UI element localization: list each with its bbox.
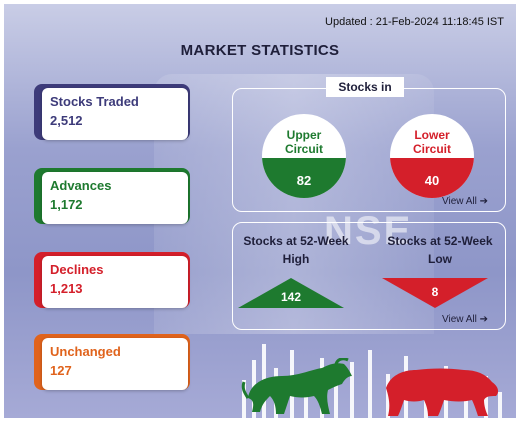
week52-box: [232, 222, 506, 330]
declines-value: 1,213: [50, 281, 83, 296]
upper-circuit-title-2: Circuit: [284, 142, 323, 156]
upper-circuit-title-1: Upper: [286, 128, 322, 142]
week52-high-value: 142: [280, 290, 302, 304]
advances-label: Advances: [50, 178, 112, 193]
lower-circuit-title-2: Circuit: [412, 142, 451, 156]
declines-label: Declines: [50, 262, 104, 277]
declines-card[interactable]: Declines 1,213: [34, 252, 194, 308]
week52-high-label: Stocks at 52-Week High: [243, 234, 349, 266]
unchanged-card[interactable]: Unchanged 127: [34, 334, 194, 390]
updated-timestamp: Updated : 21-Feb-2024 11:18:45 IST: [325, 16, 504, 28]
stocks-in-heading: Stocks in: [326, 77, 404, 97]
lower-circuit-title-1: Lower: [414, 128, 450, 142]
background-logo-text: NSE: [324, 209, 413, 253]
advances-value: 1,172: [50, 197, 83, 212]
unchanged-value: 127: [50, 363, 72, 378]
stocks-traded-label: Stocks Traded: [50, 94, 139, 109]
stocks-traded-card[interactable]: Stocks Traded 2,512: [34, 84, 194, 140]
page-title: MARKET STATISTICS: [180, 42, 340, 59]
week52-low-label: Stocks at 52-Week Low: [387, 234, 493, 266]
lower-circuit-circle[interactable]: Lower Circuit 40: [390, 114, 474, 198]
week52-high-triangle[interactable]: [236, 276, 346, 310]
upper-circuit-circle[interactable]: Upper Circuit 82: [262, 114, 346, 198]
bear-icon: [386, 368, 499, 416]
stocks-traded-value: 2,512: [50, 113, 83, 128]
week52-view-all-link[interactable]: View All ➔: [442, 314, 488, 325]
bull-icon: [241, 358, 352, 414]
upper-circuit-value: 82: [296, 173, 312, 188]
stocks-in-view-all-link[interactable]: View All ➔: [442, 196, 488, 207]
market-statistics-panel: NSE Updated : 21-Feb-2024 11:18:45 IST M…: [4, 4, 516, 418]
week52-low-triangle[interactable]: [380, 276, 490, 310]
unchanged-label: Unchanged: [50, 344, 121, 359]
lower-circuit-value: 40: [424, 173, 440, 188]
advances-card[interactable]: Advances 1,172: [34, 168, 194, 224]
week52-low-value: 8: [431, 285, 439, 299]
